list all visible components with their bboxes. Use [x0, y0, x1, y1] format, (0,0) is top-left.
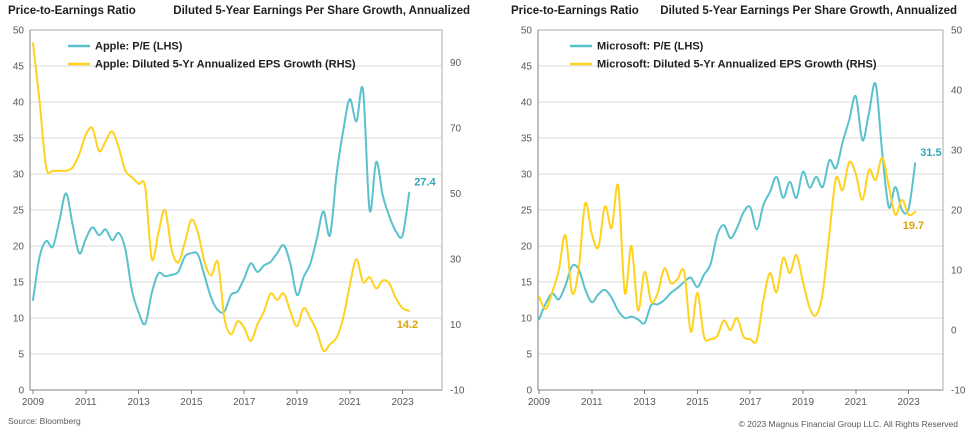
- right-axis-tick-label: 10: [951, 266, 963, 277]
- legend-label: Apple: P/E (LHS): [95, 41, 183, 53]
- eps-growth-line: [538, 156, 917, 344]
- eps-growth-line: [32, 42, 411, 353]
- apple-right-axis-title: Diluted 5-Year Earnings Per Share Growth…: [173, 5, 470, 17]
- apple-chart: Price-to-Earnings Ratio Diluted 5-Year E…: [8, 5, 470, 409]
- microsoft-right-axis-title: Diluted 5-Year Earnings Per Share Growth…: [660, 5, 957, 17]
- right-axis-tick-label: 50: [951, 26, 963, 37]
- right-axis-tick-label: 10: [450, 320, 462, 331]
- right-axis-tick-label: -10: [951, 386, 966, 397]
- left-axis-tick-label: 45: [521, 62, 533, 73]
- x-tick-label: 2019: [792, 397, 815, 408]
- x-tick-label: 2017: [233, 397, 256, 408]
- left-axis-tick-label: 40: [13, 98, 25, 109]
- x-tick-label: 2021: [845, 397, 868, 408]
- microsoft-left-axis-title: Price-to-Earnings Ratio: [511, 5, 639, 17]
- left-axis-tick-label: 5: [526, 350, 532, 361]
- pe-line: [538, 81, 917, 325]
- microsoft-chart: Price-to-Earnings Ratio Diluted 5-Year E…: [511, 5, 966, 409]
- right-axis-tick-label: 40: [951, 86, 963, 97]
- left-axis-tick-label: 30: [13, 170, 25, 181]
- left-axis-tick-label: 15: [521, 278, 533, 289]
- x-tick-label: 2009: [22, 397, 45, 408]
- left-axis-tick-label: 40: [521, 98, 533, 109]
- x-tick-label: 2011: [75, 397, 97, 408]
- right-axis-tick-label: 70: [450, 124, 462, 135]
- right-axis-tick-label: -10: [450, 386, 465, 397]
- left-axis-tick-label: 20: [13, 242, 25, 253]
- right-axis-tick-label: 50: [450, 189, 462, 200]
- end-value-label: 31.5: [920, 147, 941, 159]
- left-axis-tick-label: 0: [18, 386, 24, 397]
- end-value-label: 14.2: [397, 319, 418, 331]
- x-tick-label: 2023: [391, 397, 414, 408]
- apple-left-axis-title: Price-to-Earnings Ratio: [8, 5, 136, 17]
- x-tick-label: 2013: [127, 397, 150, 408]
- left-axis-tick-label: 50: [521, 26, 533, 37]
- end-value-label: 19.7: [903, 220, 924, 232]
- right-axis-tick-label: 30: [450, 255, 462, 266]
- microsoft-plot-area: 2009 2011 2013 2015 2017 2019 2021 2023 0 5 10 15 20…: [521, 26, 966, 409]
- left-axis-tick-label: 10: [13, 314, 25, 325]
- x-tick-label: 2013: [633, 397, 656, 408]
- left-axis-tick-label: 10: [521, 314, 533, 325]
- left-axis-tick-label: 35: [521, 134, 533, 145]
- x-tick-label: 2019: [286, 397, 309, 408]
- left-axis-tick-label: 25: [521, 206, 533, 217]
- left-axis-tick-label: 5: [18, 350, 24, 361]
- right-axis-tick-label: 30: [951, 146, 963, 157]
- end-value-label: 27.4: [414, 177, 436, 189]
- legend-label: Microsoft: Diluted 5-Yr Annualized EPS G…: [597, 59, 877, 71]
- left-axis-tick-label: 35: [13, 134, 25, 145]
- x-tick-label: 2011: [581, 397, 603, 408]
- right-axis-tick-label: 90: [450, 58, 462, 69]
- legend-label: Microsoft: P/E (LHS): [597, 41, 704, 53]
- left-axis-tick-label: 25: [13, 206, 25, 217]
- left-axis-tick-label: 45: [13, 62, 25, 73]
- x-tick-label: 2015: [686, 397, 709, 408]
- left-axis-tick-label: 15: [13, 278, 25, 289]
- left-axis-tick-label: 30: [521, 170, 533, 181]
- left-axis-tick-label: 50: [13, 26, 25, 37]
- x-tick-label: 2021: [339, 397, 362, 408]
- copyright-note: © 2023 Magnus Financial Group LLC. All R…: [738, 419, 958, 429]
- x-tick-label: 2015: [180, 397, 203, 408]
- legend-label: Apple: Diluted 5-Yr Annualized EPS Growt…: [95, 59, 356, 71]
- left-axis-tick-label: 20: [521, 242, 533, 253]
- left-axis-tick-label: 0: [526, 386, 532, 397]
- x-tick-label: 2023: [897, 397, 920, 408]
- x-tick-label: 2017: [739, 397, 762, 408]
- apple-plot-area: 2009 2011 2013 2015 2017 2019 2021 2023 0 5 10 15 20…: [13, 26, 465, 409]
- right-axis-tick-label: 20: [951, 206, 963, 217]
- source-note: Source: Bloomberg: [8, 416, 81, 426]
- x-tick-label: 2009: [528, 397, 551, 408]
- right-axis-tick-label: 0: [951, 326, 957, 337]
